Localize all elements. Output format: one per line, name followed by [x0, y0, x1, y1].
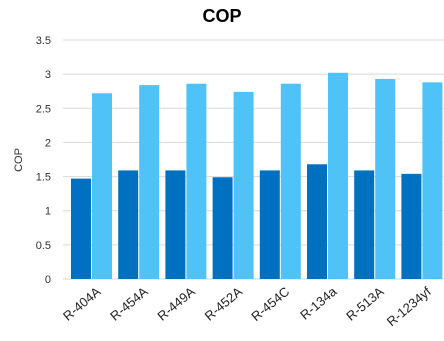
bar-series-1-r-452a — [212, 177, 233, 279]
y-tick-label: 3 — [45, 69, 51, 81]
y-tick-label: 2.5 — [36, 103, 51, 115]
y-tick-label: 0.5 — [36, 240, 51, 252]
bar-series-2-r-452a — [233, 91, 254, 279]
bar-series-1-r-449a — [165, 170, 186, 279]
x-category-label: R-452A — [202, 284, 246, 324]
x-category-label: R-134a — [297, 283, 340, 322]
chart-title: COP — [202, 6, 242, 26]
x-axis-labels: R-404A R-454A R-449A R-452A R-454C R-134a R-51… — [60, 283, 434, 329]
x-category-label: R-454C — [248, 284, 292, 324]
x-category-label: R-1234yf — [384, 284, 434, 330]
bar-series-1-r-513a — [354, 170, 375, 279]
y-axis-title: COP — [13, 148, 25, 172]
bar-series-2-r-454a — [139, 85, 160, 279]
y-axis-ticks: 0 0.5 1 1.5 2 2.5 3 3.5 — [36, 35, 51, 286]
y-tick-label: 1.5 — [36, 172, 51, 184]
x-category-label: R-513A — [343, 284, 387, 324]
bar-series-2-r-449a — [186, 83, 207, 280]
y-tick-label: 3.5 — [36, 35, 51, 47]
bar-series-2-r-134a — [328, 72, 348, 279]
x-category-label: R-404A — [60, 284, 104, 324]
y-tick-label: 0 — [45, 274, 51, 286]
bar-series-1-r-454c — [259, 170, 280, 279]
x-category-label: R-454A — [107, 284, 151, 324]
bars — [71, 72, 443, 280]
x-category-label: R-449A — [154, 284, 198, 324]
bar-series-1-r-454a — [118, 170, 139, 279]
y-tick-label: 2 — [45, 137, 51, 149]
bar-series-2-r-404a — [92, 93, 112, 280]
bar-series-1-r-134a — [307, 164, 327, 279]
bar-series-2-r-513a — [375, 78, 396, 280]
y-tick-label: 1 — [45, 206, 51, 218]
bar-series-2-r-454c — [280, 83, 301, 280]
bar-series-2-r-1234yf — [422, 82, 443, 279]
bar-series-1-r-1234yf — [401, 173, 422, 279]
bar-series-1-r-404a — [71, 178, 91, 279]
